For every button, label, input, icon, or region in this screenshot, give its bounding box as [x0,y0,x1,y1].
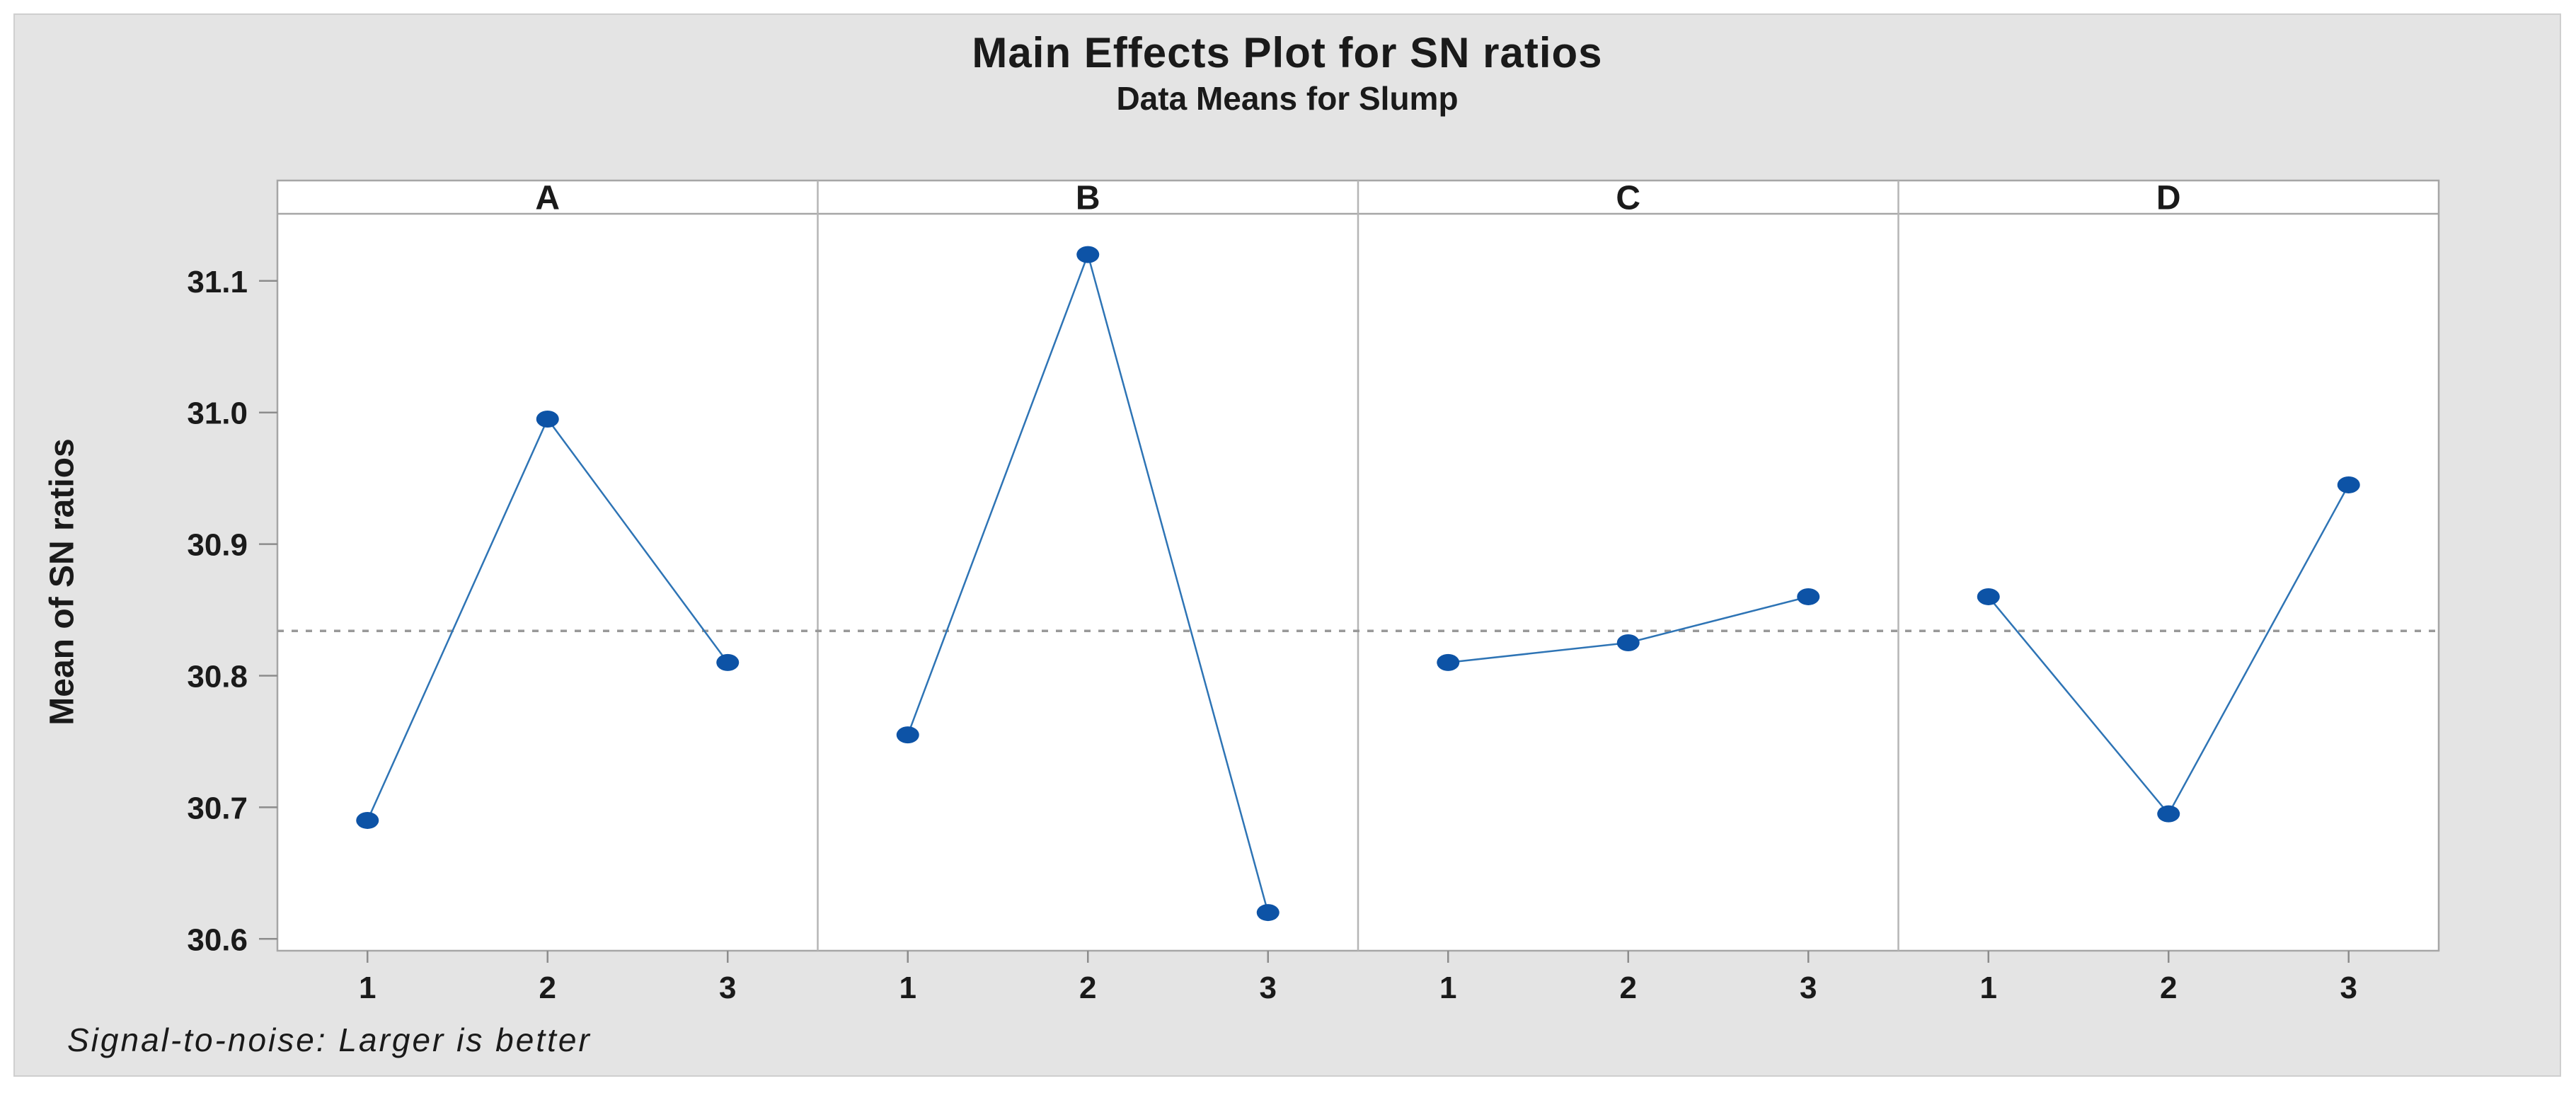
panel-label: C [1616,180,1640,217]
chart-title: Main Effects Plot for SN ratios [972,29,1603,76]
data-point [356,811,379,829]
x-tick-label: 1 [1980,971,1997,1005]
panel-label: D [2156,180,2181,217]
chart-subtitle: Data Means for Slump [1116,80,1459,117]
data-point [1437,653,1460,671]
x-tick-label: 3 [719,971,736,1005]
x-tick-label: 3 [1260,971,1277,1005]
data-point [1616,634,1640,652]
y-axis-title: Mean of SN ratios [43,438,81,726]
x-tick-label: 2 [1079,971,1096,1005]
x-tick-label: 2 [1620,971,1637,1005]
y-tick-label: 30.6 [187,922,248,957]
y-tick-label: 30.9 [187,528,248,563]
y-tick-label: 31.0 [187,396,248,431]
data-point [2157,805,2180,823]
data-point [1797,588,1820,605]
x-tick-label: 1 [1439,971,1456,1005]
data-point [1977,588,2000,605]
x-tick-label: 1 [899,971,916,1005]
y-tick-label: 31.1 [187,265,248,299]
panel-label: A [535,180,560,217]
y-tick-label: 30.7 [187,791,248,825]
panel-label: B [1076,180,1100,217]
y-tick-label: 30.8 [187,659,248,694]
data-point [536,410,559,428]
x-tick-label: 2 [539,971,556,1005]
chart-footnote: Signal-to-noise: Larger is better [67,1022,592,1058]
data-point [896,726,919,744]
x-tick-label: 1 [359,971,376,1005]
x-tick-label: 3 [2340,971,2357,1005]
x-tick-label: 3 [1800,971,1817,1005]
data-point [716,653,740,671]
data-point [1076,246,1100,263]
data-point [1256,904,1280,922]
data-point [2337,476,2360,493]
x-tick-label: 2 [2160,971,2177,1005]
